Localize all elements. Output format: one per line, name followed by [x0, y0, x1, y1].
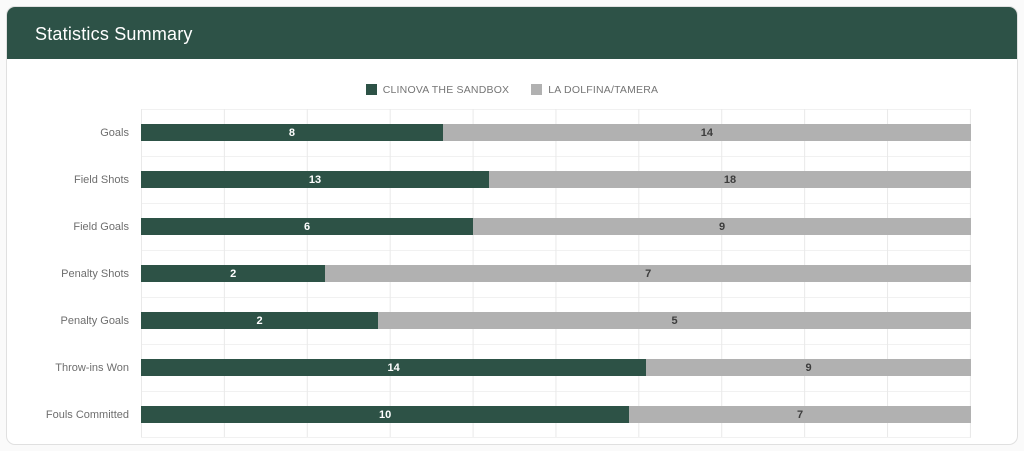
page-title: Statistics Summary — [35, 24, 193, 44]
plot-area: 8 14 13 18 6 9 2 7 2 5 14 9 10 7 — [141, 109, 971, 438]
bar-segment-team2: 7 — [629, 406, 971, 423]
legend-label: CLINOVA THE SANDBOX — [382, 83, 510, 96]
category-label: Penalty Shots — [61, 267, 129, 280]
chart-row: 8 14 — [141, 109, 971, 156]
stacked-bar: 13 18 — [141, 171, 971, 188]
legend-item-series-1[interactable]: CLINOVA THE SANDBOX — [365, 83, 510, 96]
stacked-bar: 8 14 — [141, 124, 971, 141]
bar-segment-team2: 9 — [473, 218, 971, 235]
legend-swatch-icon — [531, 84, 543, 95]
legend-label: LA DOLFINA/TAMERA — [548, 83, 659, 96]
stacked-bar-chart: Goals Field Shots Field Goals Penalty Shots… — [7, 109, 1017, 438]
chart-row: 13 18 — [141, 156, 971, 203]
legend-swatch-icon — [365, 84, 377, 95]
bar-segment-team1: 2 — [141, 312, 379, 329]
bar-segment-team2: 7 — [325, 265, 971, 282]
category-label: Goals — [100, 126, 129, 139]
card-header: Statistics Summary — [7, 7, 1017, 59]
bar-segment-team2: 5 — [378, 312, 971, 329]
bar-segment-team1: 2 — [141, 265, 326, 282]
bar-segment-team1: 8 — [141, 124, 443, 141]
bar-segment-team1: 14 — [141, 359, 647, 376]
statistics-summary-card: Statistics Summary CLINOVA THE SANDBOX LA… — [6, 6, 1018, 445]
chart-legend: CLINOVA THE SANDBOX LA DOLFINA/TAMERA — [7, 83, 1017, 96]
bar-segment-team1: 6 — [141, 218, 473, 235]
stacked-bar: 10 7 — [141, 406, 971, 423]
bar-segment-team2: 18 — [489, 171, 971, 188]
bar-segment-team1: 13 — [141, 171, 490, 188]
category-label: Penalty Goals — [60, 314, 129, 327]
bar-segment-team1: 10 — [141, 406, 630, 423]
chart-row: 10 7 — [141, 391, 971, 438]
category-labels-column: Goals Field Shots Field Goals Penalty Shots… — [7, 109, 141, 438]
stacked-bar: 14 9 — [141, 359, 971, 376]
category-label: Field Shots — [73, 173, 129, 186]
legend-item-series-2[interactable]: LA DOLFINA/TAMERA — [531, 84, 658, 96]
chart-row: 14 9 — [141, 344, 971, 391]
bar-segment-team2: 14 — [442, 124, 971, 141]
category-label: Fouls Committed — [45, 408, 129, 421]
category-label: Field Goals — [73, 220, 129, 233]
category-label: Throw-ins Won — [55, 361, 129, 374]
bar-segment-team2: 9 — [646, 359, 971, 376]
